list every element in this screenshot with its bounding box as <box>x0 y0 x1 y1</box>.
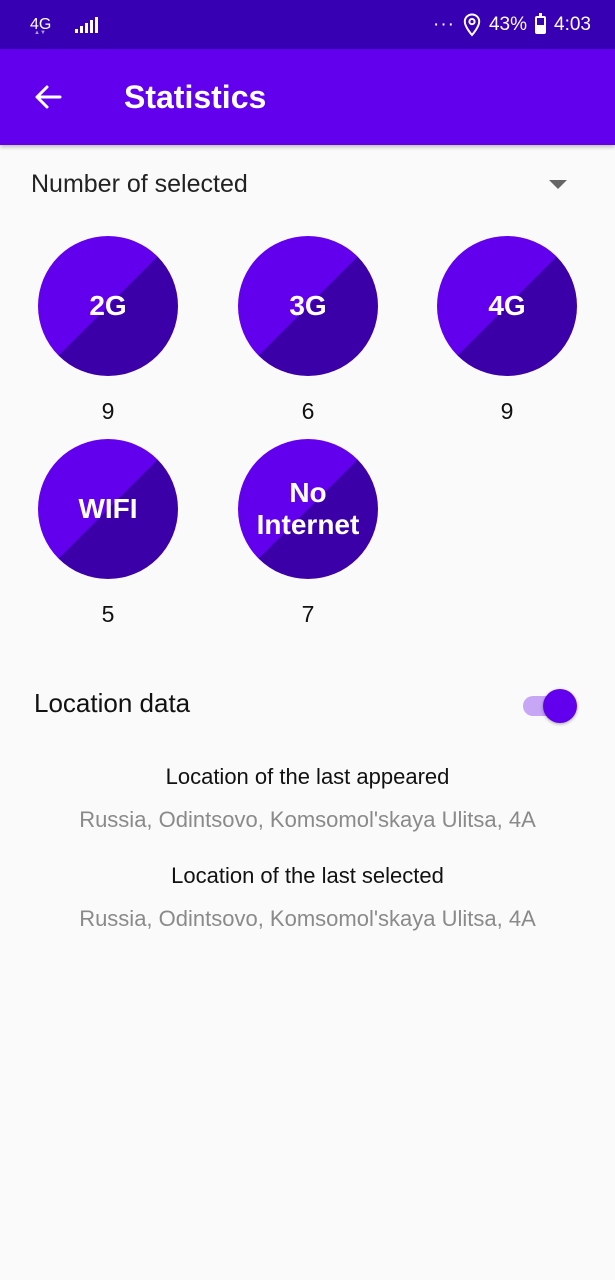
stat-circle-4g: 4G <box>437 236 577 376</box>
stat-circle-3g: 3G <box>238 236 378 376</box>
stat-label: WIFI <box>78 493 138 524</box>
stat-circle-wifi: WIFI <box>38 439 178 579</box>
more-notifications-icon: ··· <box>433 13 455 35</box>
last-selected-value: Russia, Odintsovo, Komsomol'skaya Ulitsa… <box>79 906 536 931</box>
last-selected-title: Location of the last selected <box>171 863 444 888</box>
battery-icon <box>535 12 547 34</box>
last-selected-block: Location of the last selected Russia, Od… <box>0 863 615 932</box>
app-bar: Statistics <box>0 49 615 145</box>
stat-label-line1: No <box>289 477 327 508</box>
stat-wifi: WIFI 5 <box>38 439 178 628</box>
signal-icon <box>75 16 99 33</box>
stat-count: 6 <box>301 398 315 424</box>
status-right: ··· 43% 4:03 <box>433 12 591 37</box>
toggle-thumb <box>543 689 577 723</box>
stat-type-dropdown[interactable]: Number of selected <box>31 160 571 208</box>
stat-label: 3G <box>289 290 327 321</box>
dropdown-arrow-icon <box>549 179 567 189</box>
location-pin-icon <box>463 12 481 37</box>
location-data-row: Location data <box>34 680 577 726</box>
stat-count: 9 <box>500 398 514 424</box>
stat-count: 7 <box>301 601 315 627</box>
clock: 4:03 <box>554 13 591 35</box>
dropdown-selected-value: Number of selected <box>31 169 248 198</box>
page-title: Statistics <box>124 78 267 115</box>
status-left: 4G <box>30 16 99 36</box>
stat-4g: 4G 9 <box>437 236 577 425</box>
stat-no-internet: No Internet 7 <box>238 439 378 628</box>
stat-3g: 3G 6 <box>238 236 378 425</box>
stat-label-line2: Internet <box>256 509 360 540</box>
network-type: 4G <box>30 16 51 36</box>
stat-label: No Internet <box>257 477 360 541</box>
stat-circle-no-internet: No Internet <box>238 439 378 579</box>
stat-2g: 2G 9 <box>38 236 178 425</box>
location-data-toggle[interactable] <box>521 685 577 723</box>
stat-label: 2G <box>89 290 127 321</box>
arrow-back-icon <box>35 85 62 109</box>
last-appeared-block: Location of the last appeared Russia, Od… <box>0 764 615 833</box>
stat-count: 5 <box>101 601 115 627</box>
stat-circle-2g: 2G <box>38 236 178 376</box>
back-button[interactable] <box>0 49 96 145</box>
last-appeared-value: Russia, Odintsovo, Komsomol'skaya Ulitsa… <box>79 807 536 832</box>
stat-label: 4G <box>488 290 526 321</box>
stat-count: 9 <box>101 398 115 424</box>
battery-percent: 43% <box>488 13 528 35</box>
location-data-label: Location data <box>34 687 191 718</box>
last-appeared-title: Location of the last appeared <box>165 764 450 789</box>
status-bar: 4G ··· 43% 4:03 <box>0 0 615 49</box>
